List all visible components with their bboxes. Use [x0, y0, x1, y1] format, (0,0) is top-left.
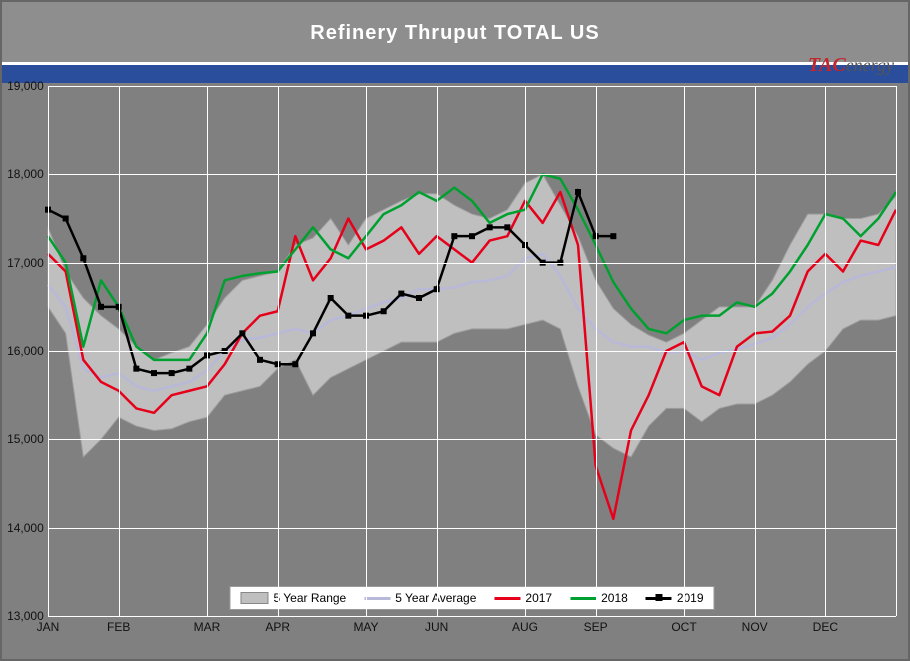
marker-2019 — [504, 224, 510, 230]
grid-line-v — [48, 86, 49, 616]
x-axis-label: SEP — [584, 620, 608, 634]
legend-item-2017: 2017 — [494, 591, 552, 605]
grid-line-h — [48, 439, 896, 440]
y-axis-label: 16,000 — [7, 344, 44, 358]
x-axis-label: OCT — [671, 620, 696, 634]
legend-label: 5 Year Range — [273, 591, 346, 605]
grid-line-v — [366, 86, 367, 616]
marker-2019 — [416, 295, 422, 301]
y-axis-label: 19,000 — [7, 79, 44, 93]
x-axis-label: MAR — [194, 620, 221, 634]
swatch-range — [240, 592, 268, 604]
marker-2019 — [186, 366, 192, 372]
legend-label: 2019 — [677, 591, 704, 605]
grid-line-h — [48, 616, 896, 617]
y-axis-label: 18,000 — [7, 167, 44, 181]
x-axis-label: DEC — [813, 620, 838, 634]
y-axis-label: 15,000 — [7, 432, 44, 446]
x-axis-label: MAY — [353, 620, 378, 634]
legend-label: 2017 — [525, 591, 552, 605]
marker-2019 — [575, 189, 581, 195]
legend-item-avg: 5 Year Average — [364, 591, 476, 605]
marker-2019 — [398, 291, 404, 297]
x-axis-label: JUN — [425, 620, 448, 634]
marker-2019 — [487, 224, 493, 230]
logo-part2: energy — [846, 55, 894, 75]
marker-2019 — [345, 313, 351, 319]
legend-label: 2018 — [601, 591, 628, 605]
marker-2019 — [239, 330, 245, 336]
x-axis-label: AUG — [512, 620, 538, 634]
grid-line-v — [207, 86, 208, 616]
swatch-2019 — [646, 597, 672, 600]
swatch-2018 — [570, 597, 596, 600]
accent-strip — [2, 65, 908, 83]
marker-2019 — [98, 304, 104, 310]
marker-2019 — [151, 370, 157, 376]
marker-2019 — [292, 361, 298, 367]
grid-line-h — [48, 351, 896, 352]
swatch-avg — [364, 597, 390, 600]
grid-line-h — [48, 528, 896, 529]
marker-2019 — [381, 308, 387, 314]
legend-item-range: 5 Year Range — [240, 591, 346, 605]
marker-2019 — [257, 357, 263, 363]
plot-area: 5 Year Range 5 Year Average 2017 2018 20… — [48, 86, 896, 616]
marker-2019 — [310, 330, 316, 336]
x-axis-label: JAN — [37, 620, 60, 634]
grid-line-v — [525, 86, 526, 616]
grid-line-v — [755, 86, 756, 616]
chart-title: Refinery Thruput TOTAL US — [2, 2, 908, 50]
marker-2019 — [63, 216, 69, 222]
logo: TACenergy — [808, 54, 894, 77]
marker-2019 — [451, 233, 457, 239]
marker-2019 — [610, 233, 616, 239]
x-axis-label: NOV — [742, 620, 768, 634]
grid-line-v — [596, 86, 597, 616]
title-bar: Refinery Thruput TOTAL US — [2, 2, 908, 65]
range-area — [48, 174, 896, 457]
marker-2019 — [169, 370, 175, 376]
legend: 5 Year Range 5 Year Average 2017 2018 20… — [229, 586, 714, 610]
grid-line-v — [825, 86, 826, 616]
x-axis-label: FEB — [107, 620, 130, 634]
legend-item-2018: 2018 — [570, 591, 628, 605]
grid-line-v — [119, 86, 120, 616]
marker-2019 — [80, 255, 86, 261]
y-axis-label: 14,000 — [7, 521, 44, 535]
grid-line-v — [278, 86, 279, 616]
grid-line-v — [437, 86, 438, 616]
logo-part1: TAC — [808, 54, 846, 76]
swatch-2017 — [494, 597, 520, 600]
marker-2019 — [328, 295, 334, 301]
grid-line-h — [48, 86, 896, 87]
y-axis-label: 17,000 — [7, 256, 44, 270]
x-axis-label: APR — [265, 620, 290, 634]
grid-line-v — [896, 86, 897, 616]
marker-2019 — [133, 366, 139, 372]
chart-frame: Refinery Thruput TOTAL US TACenergy 5 Ye… — [0, 0, 910, 661]
grid-line-v — [684, 86, 685, 616]
grid-line-h — [48, 174, 896, 175]
marker-2019 — [469, 233, 475, 239]
grid-line-h — [48, 263, 896, 264]
legend-item-2019: 2019 — [646, 591, 704, 605]
